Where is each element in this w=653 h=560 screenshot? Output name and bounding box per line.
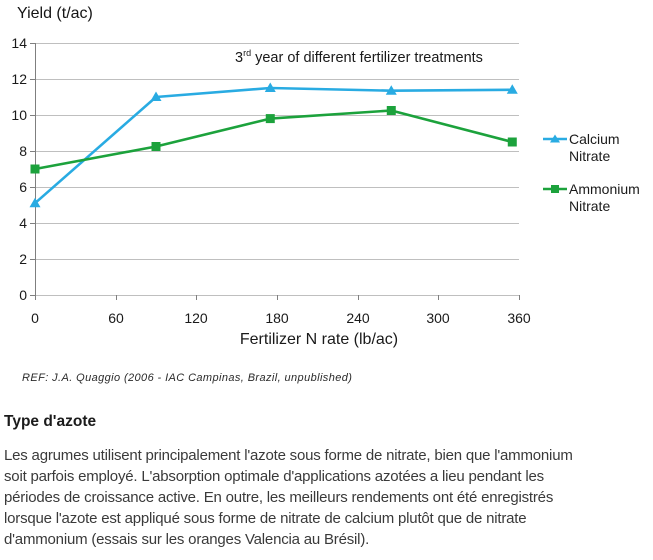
y-tick-label: 2 — [19, 251, 27, 267]
y-tick-label: 4 — [19, 215, 27, 231]
x-tick-label: 360 — [507, 310, 531, 326]
paragraph-line: soit parfois employé. L'absorption optim… — [4, 468, 544, 485]
paragraph-line: lorsque l'azote est appliqué sous forme … — [4, 510, 527, 527]
y-axis-tick-labels: 0 2 4 6 8 10 12 14 — [0, 35, 27, 303]
calcium-nitrate-line-marker-icon — [543, 133, 567, 145]
x-tick-label: 120 — [184, 310, 208, 326]
x-tick-label: 300 — [426, 310, 450, 326]
y-tick-label: 8 — [19, 143, 27, 159]
ammonium-nitrate-line-marker-icon — [543, 183, 567, 195]
legend-label-ammonium-nitrate: Ammonium Nitrate — [569, 181, 640, 214]
paragraph-line: d'ammonium (essais sur les oranges Valen… — [4, 531, 370, 548]
y-tick-label: 10 — [11, 107, 27, 123]
body-paragraph: Les agrumes utilisent principalement l'a… — [4, 445, 652, 550]
section-heading: Type d'azote — [4, 413, 97, 430]
x-tick-label: 60 — [108, 310, 124, 326]
x-tick-label: 240 — [346, 310, 370, 326]
y-tick-label: 6 — [19, 179, 27, 195]
paragraph-line: périodes de croissance active. En outre,… — [4, 489, 554, 506]
chart-title-rest: year of different fertilizer treatments — [251, 49, 483, 66]
chart-title-base: 3 — [235, 49, 244, 66]
x-axis-title: Fertilizer N rate (lb/ac) — [239, 331, 399, 348]
chart-title-superscript: rd — [243, 48, 252, 58]
legend-label-calcium-nitrate: Calcium Nitrate — [569, 131, 620, 164]
reference-note: REF: J.A. Quaggio (2006 - IAC Campinas, … — [22, 372, 353, 384]
y-tick-label: 0 — [19, 287, 27, 303]
chart-legend: Calcium Nitrate Ammonium Nitrate — [543, 131, 653, 231]
chart-title: 3rd year of different fertilizer treatme… — [235, 48, 483, 66]
line-chart-svg — [29, 43, 520, 300]
x-tick-label: 0 — [31, 310, 39, 326]
legend-item-ammonium-nitrate: Ammonium Nitrate — [543, 181, 653, 215]
y-tick-label: 14 — [11, 35, 27, 51]
x-tick-label: 180 — [265, 310, 289, 326]
paragraph-line: Les agrumes utilisent principalement l'a… — [4, 447, 573, 464]
y-axis-title: Yield (t/ac) — [17, 5, 93, 22]
y-tick-label: 12 — [11, 71, 27, 87]
x-axis-tick-labels: 0 60 120 180 240 300 360 — [31, 310, 531, 326]
legend-item-calcium-nitrate: Calcium Nitrate — [543, 131, 653, 165]
